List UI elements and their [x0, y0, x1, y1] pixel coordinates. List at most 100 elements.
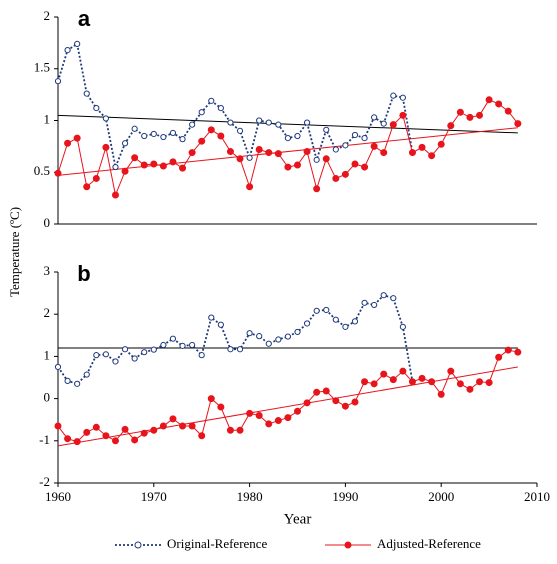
- data-point: [93, 352, 100, 359]
- data-point: [361, 378, 369, 386]
- data-point: [179, 164, 187, 172]
- data-point: [256, 333, 263, 340]
- data-point: [227, 119, 234, 126]
- y-tick-label: 1.5: [34, 60, 50, 75]
- y-tick-label: 2: [44, 305, 51, 320]
- data-point: [485, 96, 493, 104]
- data-point: [112, 358, 119, 365]
- data-point: [131, 125, 138, 132]
- x-tick-label: 1960: [45, 489, 71, 504]
- data-point: [189, 121, 196, 128]
- y-tick-label: 2: [44, 8, 51, 23]
- series-line: [57, 294, 414, 385]
- data-point: [342, 323, 349, 330]
- y-tick-label: 0: [44, 215, 51, 230]
- data-point: [92, 423, 100, 431]
- data-point: [102, 115, 110, 122]
- data-point: [121, 167, 129, 175]
- data-point: [150, 130, 157, 138]
- y-tick-label: 0.5: [34, 163, 50, 178]
- data-point: [418, 143, 426, 151]
- data-point: [428, 378, 436, 386]
- data-point: [140, 161, 148, 169]
- data-point: [83, 371, 90, 378]
- data-point: [150, 426, 158, 434]
- data-point: [93, 104, 100, 112]
- data-point: [274, 417, 282, 425]
- data-point: [294, 407, 301, 415]
- data-point: [399, 94, 406, 101]
- data-point: [83, 90, 90, 97]
- data-point: [361, 299, 368, 306]
- data-point: [159, 422, 167, 430]
- data-point: [466, 385, 474, 393]
- x-tick-label: 2010: [524, 489, 550, 504]
- trend-line: [57, 366, 518, 447]
- data-point: [284, 414, 292, 422]
- x-tick-label: 2000: [428, 489, 454, 504]
- data-point: [217, 403, 225, 411]
- data-point: [456, 380, 464, 388]
- legend-marker: [344, 541, 352, 549]
- data-point: [476, 111, 484, 119]
- series-line: [57, 99, 519, 197]
- data-point: [456, 108, 464, 116]
- x-tick-label: 1990: [332, 489, 358, 504]
- data-point: [476, 378, 484, 386]
- data-point: [169, 129, 177, 137]
- data-point: [102, 143, 110, 151]
- trend-line: [57, 127, 518, 176]
- data-point: [140, 429, 148, 437]
- data-point: [121, 346, 129, 353]
- data-point: [83, 428, 91, 436]
- data-point: [514, 120, 522, 128]
- panel-label: b: [77, 261, 90, 286]
- trend-line: [57, 114, 518, 134]
- data-point: [255, 145, 263, 153]
- data-point: [236, 426, 244, 434]
- data-point: [351, 160, 359, 168]
- data-point: [54, 169, 62, 177]
- data-point: [121, 140, 129, 147]
- data-point: [150, 160, 158, 168]
- data-point: [256, 117, 263, 124]
- panel-label: a: [78, 6, 91, 31]
- legend-marker: [134, 541, 142, 549]
- data-point: [389, 121, 397, 129]
- data-point: [208, 314, 215, 321]
- data-point: [399, 367, 407, 375]
- data-point: [150, 346, 157, 353]
- data-point: [131, 154, 139, 162]
- data-point: [447, 367, 455, 375]
- data-point: [303, 320, 311, 327]
- data-point: [64, 47, 71, 54]
- data-point: [217, 132, 225, 140]
- data-point: [380, 149, 388, 157]
- data-point: [313, 307, 320, 314]
- data-point: [112, 163, 119, 171]
- data-point: [466, 113, 474, 121]
- data-point: [121, 425, 129, 433]
- data-point: [236, 155, 244, 163]
- y-tick-label: 0: [44, 390, 51, 405]
- data-point: [111, 437, 119, 445]
- data-point: [92, 174, 100, 182]
- data-point: [227, 346, 234, 353]
- data-point: [294, 161, 301, 169]
- data-point: [188, 149, 196, 157]
- data-point: [351, 398, 359, 406]
- data-point: [389, 376, 397, 384]
- data-point: [141, 132, 148, 140]
- data-point: [208, 97, 215, 104]
- data-point: [188, 422, 196, 430]
- data-point: [370, 380, 378, 388]
- data-point: [141, 349, 148, 356]
- data-point: [160, 133, 167, 141]
- data-point: [294, 328, 301, 336]
- data-point: [246, 154, 253, 161]
- series-line: [57, 42, 414, 171]
- data-point: [371, 301, 378, 309]
- data-point: [408, 378, 416, 386]
- y-axis-label: Temperature (ºC): [7, 207, 22, 297]
- data-point: [485, 379, 493, 387]
